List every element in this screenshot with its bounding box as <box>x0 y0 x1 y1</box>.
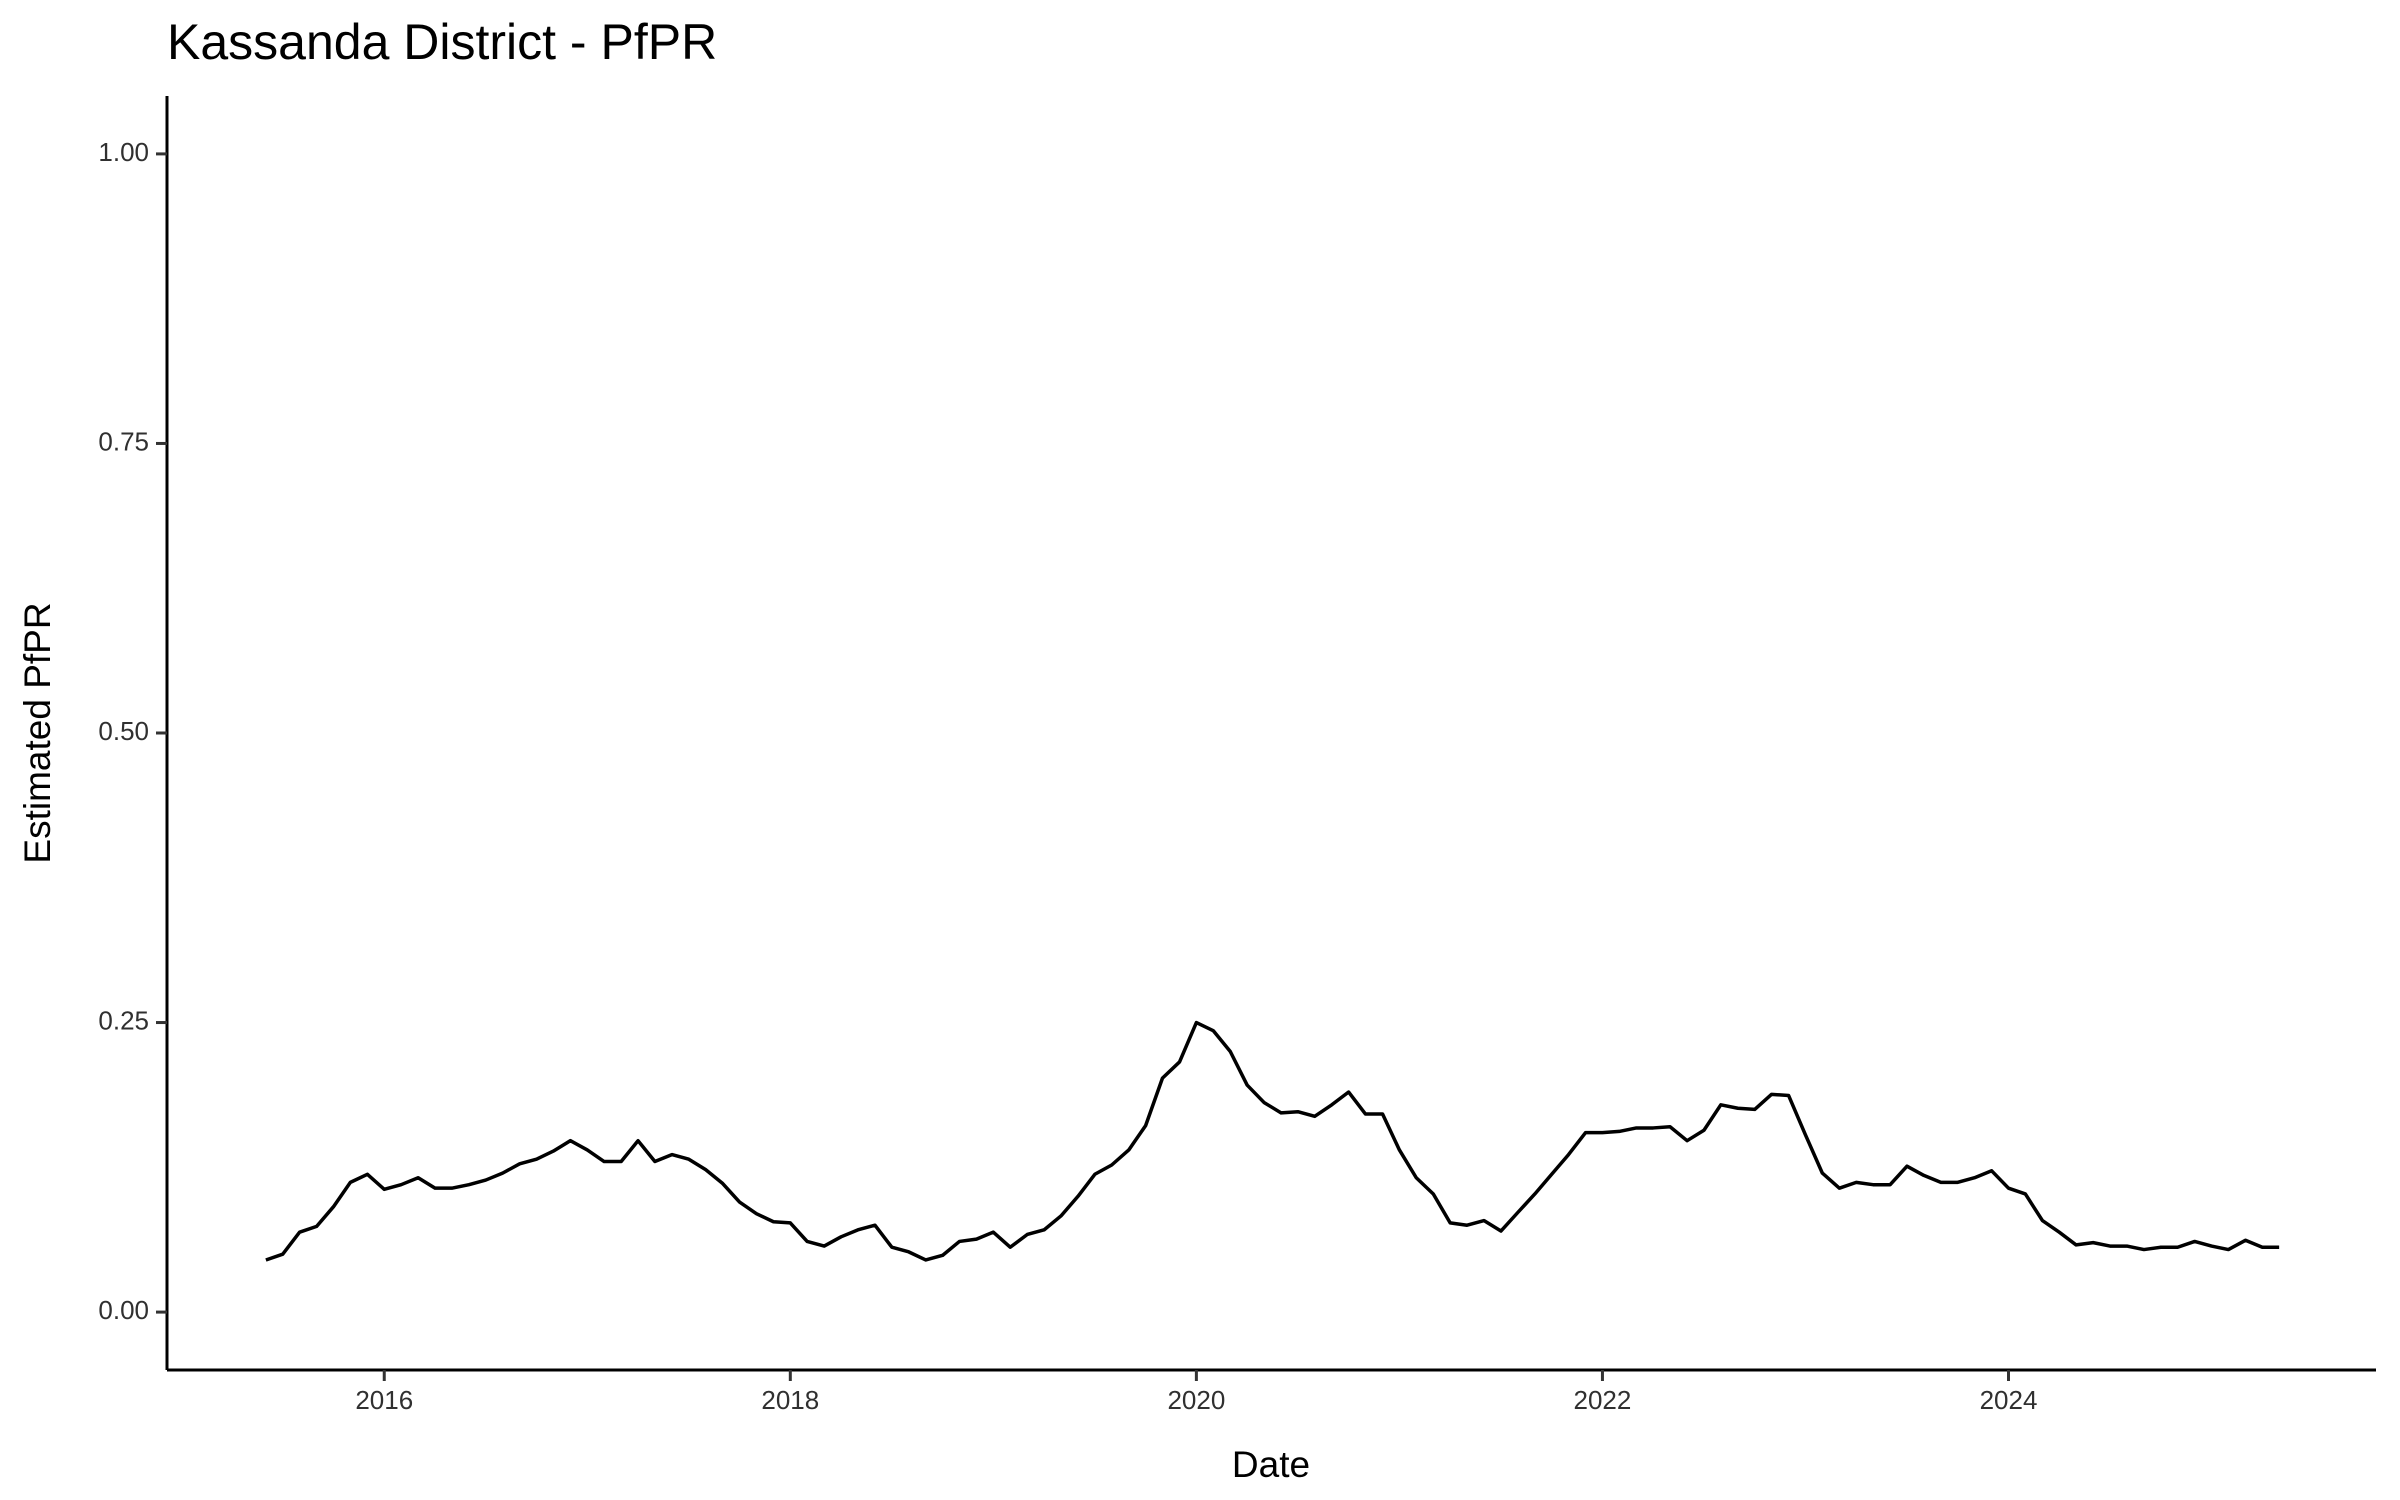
chart-title: Kassanda District - PfPR <box>167 14 717 70</box>
y-tick-label: 0.25 <box>98 1005 149 1035</box>
x-tick-label: 2018 <box>761 1385 819 1415</box>
x-tick-label: 2020 <box>1167 1385 1225 1415</box>
y-tick-label: 1.00 <box>98 137 149 167</box>
x-axis-title: Date <box>1232 1444 1310 1485</box>
x-tick-label: 2022 <box>1574 1385 1632 1415</box>
x-tick-label: 2016 <box>355 1385 413 1415</box>
y-tick-label: 0.75 <box>98 426 149 456</box>
y-axis-title: Estimated PfPR <box>17 602 58 863</box>
y-tick-label: 0.00 <box>98 1295 149 1325</box>
x-tick-label: 2024 <box>1980 1385 2038 1415</box>
y-tick-label: 0.50 <box>98 716 149 746</box>
data-line <box>265 1020 2280 1262</box>
